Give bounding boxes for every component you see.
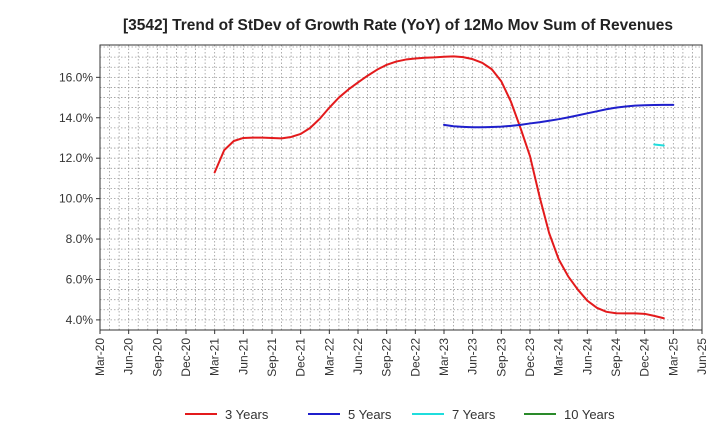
grid xyxy=(100,45,702,330)
x-tick-label: Jun-23 xyxy=(466,338,480,375)
x-tick-label: Jun-20 xyxy=(122,338,136,375)
y-tick-label: 12.0% xyxy=(59,151,93,165)
x-tick-label: Dec-24 xyxy=(638,338,652,377)
series-line-7-years xyxy=(653,143,665,147)
chart-title: [3542] Trend of StDev of Growth Rate (Yo… xyxy=(123,17,673,34)
x-tick-label: Dec-23 xyxy=(523,338,537,377)
y-tick-label: 14.0% xyxy=(59,111,93,125)
x-tick-label: Dec-20 xyxy=(179,338,193,377)
legend-label-10-years: 10 Years xyxy=(564,407,615,422)
plot-area xyxy=(99,44,703,331)
legend: 3 Years 5 Years 7 Years 10 Years xyxy=(185,407,615,422)
x-tick-label: Mar-21 xyxy=(208,338,222,376)
x-tick-label: Mar-25 xyxy=(666,338,680,376)
x-tick-label: Mar-24 xyxy=(552,338,566,376)
y-tick-label: 6.0% xyxy=(66,272,94,286)
x-tick-label: Jun-24 xyxy=(580,338,594,375)
x-tick-label: Mar-23 xyxy=(437,338,451,376)
legend-label-5-years: 5 Years xyxy=(348,407,392,422)
x-axis: Mar-20 Jun-20 Sep-20 Dec-20 Mar-21 Jun-21 Sep-… xyxy=(93,338,709,377)
x-tick-label: Jun-21 xyxy=(236,338,250,375)
x-tick-label: Sep-22 xyxy=(380,338,394,377)
y-tick-label: 16.0% xyxy=(59,70,93,84)
y-tick-label: 8.0% xyxy=(66,232,94,246)
series-lines xyxy=(213,55,675,320)
x-tick-label: Jun-22 xyxy=(351,338,365,375)
x-tick-label: Sep-23 xyxy=(494,338,508,377)
x-tick-label: Jun-25 xyxy=(695,338,709,375)
y-axis: 4.0% 6.0% 8.0% 10.0% 12.0% 14.0% 16.0% xyxy=(59,70,93,327)
x-tick-label: Mar-20 xyxy=(93,338,107,376)
series-line-5-years xyxy=(443,103,675,129)
x-tick-label: Dec-21 xyxy=(294,338,308,377)
y-tick-label: 10.0% xyxy=(59,192,93,206)
x-tick-label: Dec-22 xyxy=(408,338,422,377)
x-tick-label: Sep-20 xyxy=(150,338,164,377)
legend-label-3-years: 3 Years xyxy=(225,407,269,422)
x-tick-label: Sep-21 xyxy=(265,338,279,377)
series-line-3-years xyxy=(213,55,665,320)
y-tick-label: 4.0% xyxy=(66,313,94,327)
axis-ticks xyxy=(96,76,703,334)
x-tick-label: Mar-22 xyxy=(322,338,336,376)
legend-label-7-years: 7 Years xyxy=(452,407,496,422)
x-tick-label: Sep-24 xyxy=(609,338,623,377)
